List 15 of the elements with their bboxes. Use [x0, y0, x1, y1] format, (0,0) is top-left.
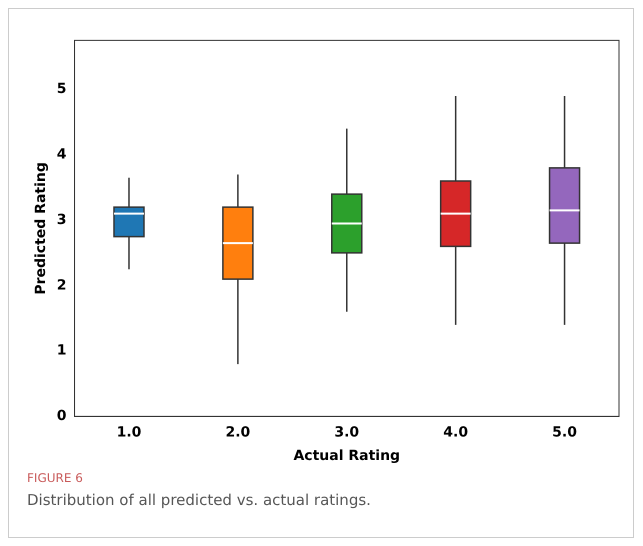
y-tick-label: 3: [56, 212, 67, 228]
y-tick-label: 5: [56, 81, 67, 98]
x-tick-label: 2.0: [225, 424, 251, 440]
text: Distribution of all predicted vs. actual ratings.: [27, 491, 371, 509]
x-axis-title: Actual Rating: [293, 448, 400, 464]
y-axis-title: Predicted Rating: [33, 162, 50, 295]
x-tick-label: 5.0: [552, 424, 578, 440]
x-tick-label: 4.0: [443, 424, 468, 440]
caption: FIGURE 6: [27, 471, 84, 485]
y-tick-label: 2: [56, 277, 67, 294]
x-tick-label: 3.0: [334, 424, 360, 440]
y-tick-label: 1: [56, 342, 67, 359]
x-tick-label: 1.0: [116, 424, 142, 440]
y-tick-label: 0: [56, 408, 67, 424]
y-tick-label: 4: [56, 146, 67, 162]
